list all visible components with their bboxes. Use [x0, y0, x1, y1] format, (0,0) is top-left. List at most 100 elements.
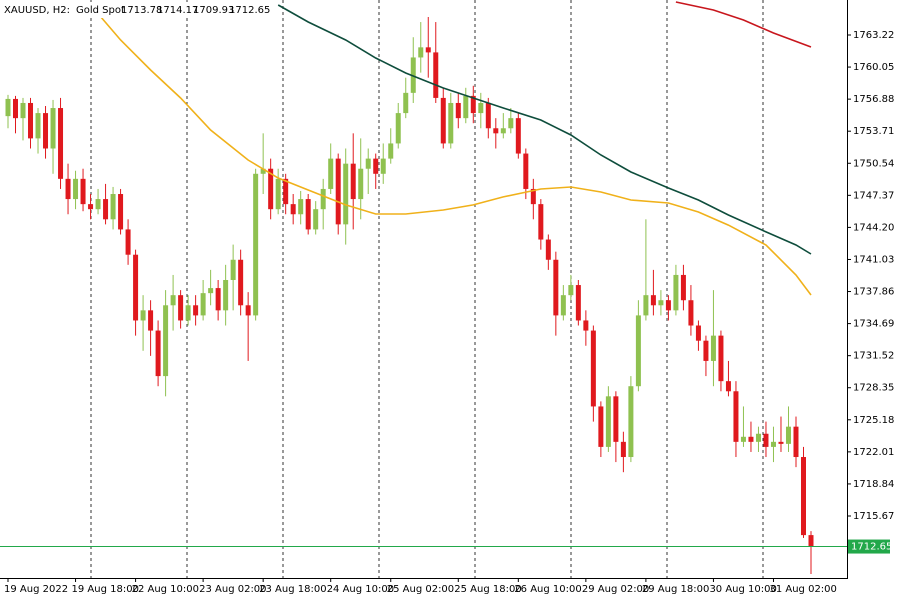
candle-body: [245, 305, 251, 316]
ohlc-high: 1714.17: [157, 5, 198, 16]
candle-body: [448, 102, 454, 144]
candle-body: [530, 188, 536, 205]
candle-body: [688, 300, 694, 326]
candle-body: [110, 194, 116, 220]
candle-body: [673, 274, 679, 311]
candle-body: [118, 194, 124, 230]
y-tick-label: 1753.71: [853, 126, 894, 137]
candle-body: [208, 288, 214, 294]
candle-body: [73, 178, 79, 200]
y-tick-label: 1734.69: [853, 319, 894, 330]
marks: [5, 1, 814, 575]
candle-body: [515, 118, 521, 154]
x-tick-label: 25 Aug 18:00: [454, 584, 521, 595]
candle-body: [740, 436, 746, 442]
symbol-description: Gold Spot: [76, 5, 125, 16]
candle-body: [455, 102, 461, 119]
candle-body: [748, 436, 754, 442]
y-tick-label: 1756.88: [853, 94, 894, 105]
moving-average: [89, 4, 812, 296]
candle-body: [140, 310, 146, 321]
candle-body: [710, 335, 716, 361]
candle-body: [598, 406, 604, 447]
candle-body: [275, 178, 281, 210]
candle-body: [163, 305, 169, 377]
candle-body: [523, 153, 529, 189]
candle-body: [358, 168, 364, 200]
candle-body: [755, 433, 761, 442]
candle-body: [568, 285, 574, 296]
candle-body: [478, 102, 484, 114]
candle-body: [148, 310, 154, 331]
candle-body: [770, 441, 776, 447]
candle-body: [388, 143, 394, 159]
candle-body: [268, 168, 274, 210]
candle-body: [538, 204, 544, 240]
x-tick-label: 24 Aug 10:00: [327, 584, 394, 595]
x-tick-label: 19 Aug 18:00: [72, 584, 139, 595]
candle-body: [493, 128, 499, 134]
candle-body: [643, 295, 649, 316]
candle-body: [373, 158, 379, 174]
candle-body: [80, 178, 86, 205]
header-bg: [0, 2, 262, 18]
x-tick-label: 30 Aug 10:00: [709, 584, 776, 595]
candle-body: [283, 178, 289, 205]
candle-body: [485, 102, 491, 129]
candle-body: [50, 108, 56, 149]
y-tick-label: 1741.03: [853, 254, 894, 265]
candle-body: [680, 274, 686, 301]
candle-body: [718, 335, 724, 382]
candle-body: [43, 113, 49, 149]
candle-body: [238, 259, 244, 306]
x-tick-label: 25 Aug 02:00: [387, 584, 454, 595]
candle-body: [553, 259, 559, 316]
candle-body: [733, 391, 739, 442]
candle-body: [343, 163, 349, 225]
candle-body: [95, 199, 101, 210]
candle-body: [200, 293, 206, 316]
candle-body: [58, 108, 64, 179]
candle-body: [628, 386, 634, 458]
candle-body: [470, 95, 476, 114]
y-tick-label: 1737.86: [853, 287, 894, 298]
candle-body: [395, 113, 401, 144]
candle-body: [5, 98, 11, 117]
candle-body: [13, 98, 19, 119]
candle-body: [725, 381, 731, 392]
x-tick-label: 29 Aug 18:00: [642, 584, 709, 595]
x-tick-label: 23 Aug 02:00: [199, 584, 266, 595]
candle-body: [125, 229, 131, 255]
candle-body: [545, 239, 551, 260]
candle-body: [500, 128, 506, 134]
candle-body: [185, 305, 191, 321]
candle-body: [365, 158, 371, 169]
candle-body: [793, 426, 799, 458]
candle-body: [508, 118, 514, 129]
candle-body: [778, 441, 784, 444]
candle-body: [350, 163, 356, 200]
y-tick-label: 1763.22: [853, 30, 894, 41]
candle-body: [20, 102, 26, 119]
candle-body: [575, 285, 581, 321]
candle-body: [665, 300, 671, 311]
candle-body: [313, 209, 319, 230]
y-tick-label: 1715.67: [853, 511, 894, 522]
ohlc-close: 1712.65: [229, 5, 270, 16]
y-tick-label: 1744.20: [853, 222, 894, 233]
candle-body: [695, 325, 701, 341]
candle-body: [583, 320, 589, 331]
candle-body: [298, 199, 304, 215]
candle-body: [103, 199, 109, 220]
candle-body: [65, 178, 71, 200]
y-tick-label: 1722.01: [853, 447, 894, 458]
y-tick-label: 1747.37: [853, 190, 894, 201]
y-tick-label: 1731.52: [853, 351, 894, 362]
x-tick-label: 22 Aug 10:00: [132, 584, 199, 595]
candle-body: [425, 47, 431, 53]
candle-body: [253, 173, 259, 316]
candle-body: [433, 52, 439, 98]
candle-body: [260, 168, 266, 174]
